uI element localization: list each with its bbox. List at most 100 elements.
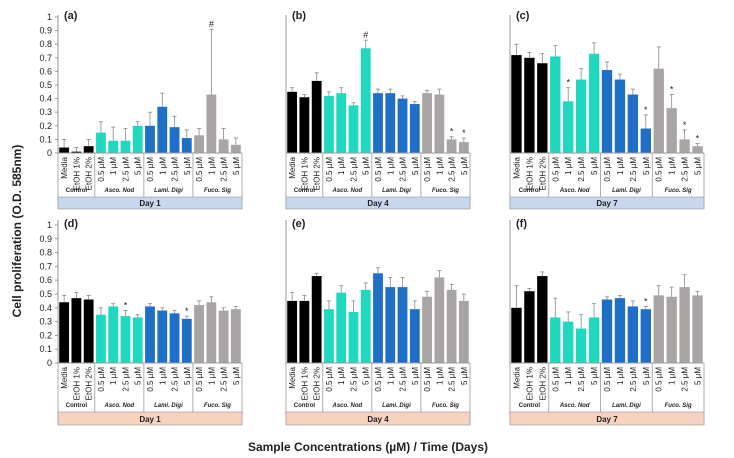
panel-e-group-label: Fuco. Sig	[432, 403, 459, 409]
panel-a-category-label: 1 µM	[207, 157, 216, 175]
panel-b-category-label: Media	[288, 156, 297, 178]
panel-d-category-label: 2.5 µM	[220, 367, 229, 392]
y-tick-label: 0	[47, 148, 52, 158]
panel-a-bar	[169, 127, 180, 153]
panel-a-bar	[145, 125, 155, 153]
panel-f-group-label: Lami. Digi	[612, 403, 641, 409]
panel-f-bar	[575, 328, 587, 363]
panel-f-category-label: 5 µM	[642, 367, 651, 385]
panel-b-category-label: EtOH 1%	[300, 157, 309, 190]
panel-a-bar	[194, 135, 204, 153]
panel-e-bar	[299, 300, 310, 363]
panel-c-category-label: 2.5 µM	[681, 157, 690, 182]
panel-b-group-label: Fuco. Sig	[432, 188, 459, 194]
panel-d-bar	[181, 318, 192, 363]
panel-a-bar	[157, 106, 168, 153]
panel-d-bar	[120, 316, 131, 363]
panel-c-label: (c)	[516, 10, 530, 22]
panel-f-bar	[550, 317, 561, 363]
y-tick-label: 1	[47, 12, 52, 22]
panel-b-category-label: 1 µM	[337, 157, 346, 175]
panel-f-category-label: 5 µM	[590, 367, 599, 385]
panel-d-category-label: 1 µM	[158, 367, 167, 385]
panel-d-group-label: Asco. Nod	[103, 403, 134, 409]
panel-a-bar	[206, 94, 217, 153]
panel-a-day-label: Day 1	[139, 199, 161, 208]
panel-f-bar	[511, 307, 522, 363]
panel-d-bar	[108, 306, 119, 363]
panel-d-group-label: Lami. Digi	[154, 403, 183, 409]
panel-c-bar	[524, 57, 535, 153]
y-tick-label: 0.8	[39, 248, 52, 258]
panel-c-bar	[550, 56, 561, 153]
y-tick-label: 0.7	[39, 53, 52, 63]
panel-c-bar	[640, 128, 651, 153]
panel-f-bar	[601, 299, 613, 363]
panel-f-category-label: 2.5 µM	[681, 367, 690, 392]
panel-d-category-label: 5 µM	[232, 367, 241, 385]
panel-a-group-label: Asco. Nod	[103, 188, 134, 194]
panel-c-bar	[537, 63, 548, 153]
panel-b-bar	[311, 80, 322, 153]
panel-b-category-label: 0.5 µM	[325, 157, 334, 182]
y-tick-label: 0.8	[39, 39, 52, 49]
panel-c-group-label: Control	[519, 188, 541, 194]
panel-c-category-label: 0.5 µM	[551, 157, 560, 182]
panel-e-bar	[434, 277, 445, 363]
panel-e-bar	[311, 276, 322, 363]
panel-e-bar	[385, 287, 396, 363]
panel-e-category-label: 1 µM	[337, 367, 346, 385]
panel-e-category-label: Media	[288, 366, 297, 388]
y-tick-label: 0.3	[39, 317, 52, 327]
panel-b-category-label: 0.5 µM	[374, 157, 383, 182]
panel-f-bar	[666, 296, 677, 363]
panel-d-bar	[230, 309, 241, 363]
panel-c-category-label: 2.5 µM	[629, 157, 638, 182]
panel-e-category-label: 2.5 µM	[349, 367, 358, 392]
panel-a-category-label: 1 µM	[158, 157, 167, 175]
panel-c-bar	[563, 101, 574, 153]
panel-f-bar	[679, 287, 690, 363]
panel-f-category-label: 5 µM	[694, 367, 703, 385]
panel-c-significance-mark: *	[670, 85, 674, 95]
panel-e-category-label: 0.5 µM	[423, 367, 432, 392]
panel-d-bar	[206, 302, 217, 363]
panel-e-category-label: EtOH 2%	[313, 367, 322, 400]
panel-b-category-label: 5 µM	[411, 157, 420, 175]
panel-a-category-label: Media	[60, 156, 69, 178]
panel-a-category-label: 5 µM	[232, 157, 241, 175]
panel-f-group-label: Asco. Nod	[559, 403, 590, 409]
panel-b-category-label: 2.5 µM	[448, 157, 457, 182]
panel-a-bar	[59, 147, 70, 153]
panel-e-bar	[422, 296, 432, 363]
panel-b-significance-mark: #	[363, 30, 368, 40]
panel-c-bar	[666, 108, 677, 153]
x-axis-label: Sample Concentrations (µM) / Time (Days)	[248, 440, 488, 454]
panel-b-bar	[324, 95, 334, 153]
panel-b-bar	[336, 93, 347, 153]
panel-f-group-label: Control	[519, 403, 541, 409]
panel-e-category-label: 0.5 µM	[325, 367, 334, 392]
panel-d-category-label: 1 µM	[207, 367, 216, 385]
y-tick-label: 0.5	[39, 80, 52, 90]
panel-c-category-label: 1 µM	[564, 157, 573, 175]
panel-e-category-label: 5 µM	[460, 367, 469, 385]
panel-c-category-label: EtOH 1%	[525, 157, 534, 190]
panel-c-group-label: Lami. Digi	[612, 188, 641, 194]
panel-e-category-label: 2.5 µM	[448, 367, 457, 392]
panel-e-group-label: Lami. Digi	[382, 403, 411, 409]
panel-e-category-label: 1 µM	[435, 367, 444, 385]
panel-f-category-label: Media	[512, 366, 521, 388]
panel-c-significance-mark: *	[566, 78, 570, 88]
panel-e-bar	[348, 311, 359, 363]
panel-e-bar	[409, 309, 420, 363]
panel-f-bar	[653, 295, 664, 363]
panel-c-category-label: Media	[512, 156, 521, 178]
y-tick-label: 0.5	[39, 289, 52, 299]
panel-a-category-label: EtOH 2%	[85, 157, 94, 190]
panel-e-bar	[458, 300, 469, 363]
panel-f-category-label: EtOH 2%	[538, 367, 547, 400]
panel-b-bar	[409, 104, 420, 153]
panel-c-category-label: 5 µM	[642, 157, 651, 175]
